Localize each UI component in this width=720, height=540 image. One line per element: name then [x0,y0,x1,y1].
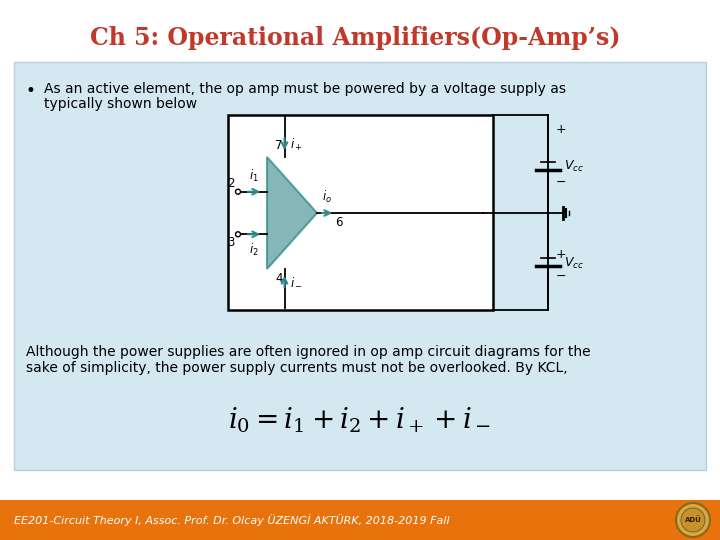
Text: $i_0 = i_1 + i_2 + i_+ + i_-$: $i_0 = i_1 + i_2 + i_+ + i_-$ [228,405,492,435]
Text: •: • [26,82,36,100]
Text: ADÜ: ADÜ [685,517,701,523]
Circle shape [235,232,240,237]
Text: 2: 2 [228,177,235,190]
Text: $i_2$: $i_2$ [249,242,259,258]
Text: +: + [556,123,567,136]
Text: sake of simplicity, the power supply currents must not be overlooked. By KCL,: sake of simplicity, the power supply cur… [26,361,567,375]
Text: EE201-Circuit Theory I, Assoc. Prof. Dr. Olcay ÜZENGİ AKTÜRK, 2018-2019 Fall: EE201-Circuit Theory I, Assoc. Prof. Dr.… [14,514,449,526]
Text: typically shown below: typically shown below [44,97,197,111]
Text: −: − [556,176,567,189]
Text: $i_o$: $i_o$ [322,189,332,205]
Text: 6: 6 [336,216,343,229]
Circle shape [681,508,705,532]
Text: $V_{cc}$: $V_{cc}$ [564,158,584,173]
Text: Ch 5: Operational Amplifiers(Op-Amp’s): Ch 5: Operational Amplifiers(Op-Amp’s) [90,26,620,50]
Text: $i_1$: $i_1$ [249,167,259,184]
Text: 3: 3 [228,237,235,249]
Bar [0,500,720,540]
Circle shape [235,189,240,194]
Bar [14,62,706,470]
Text: As an active element, the op amp must be powered by a voltage supply as: As an active element, the op amp must be… [44,82,566,96]
Text: $i_-$: $i_-$ [289,275,302,288]
Bar [228,115,493,310]
Text: 7: 7 [275,139,282,152]
Text: +: + [556,247,567,260]
Circle shape [676,503,710,537]
Text: Although the power supplies are often ignored in op amp circuit diagrams for the: Although the power supplies are often ig… [26,345,590,359]
Text: 4: 4 [275,272,282,285]
Polygon shape [267,157,317,269]
Text: $i_+$: $i_+$ [289,137,302,153]
Text: $V_{cc}$: $V_{cc}$ [564,256,584,271]
Text: −: − [556,269,567,282]
